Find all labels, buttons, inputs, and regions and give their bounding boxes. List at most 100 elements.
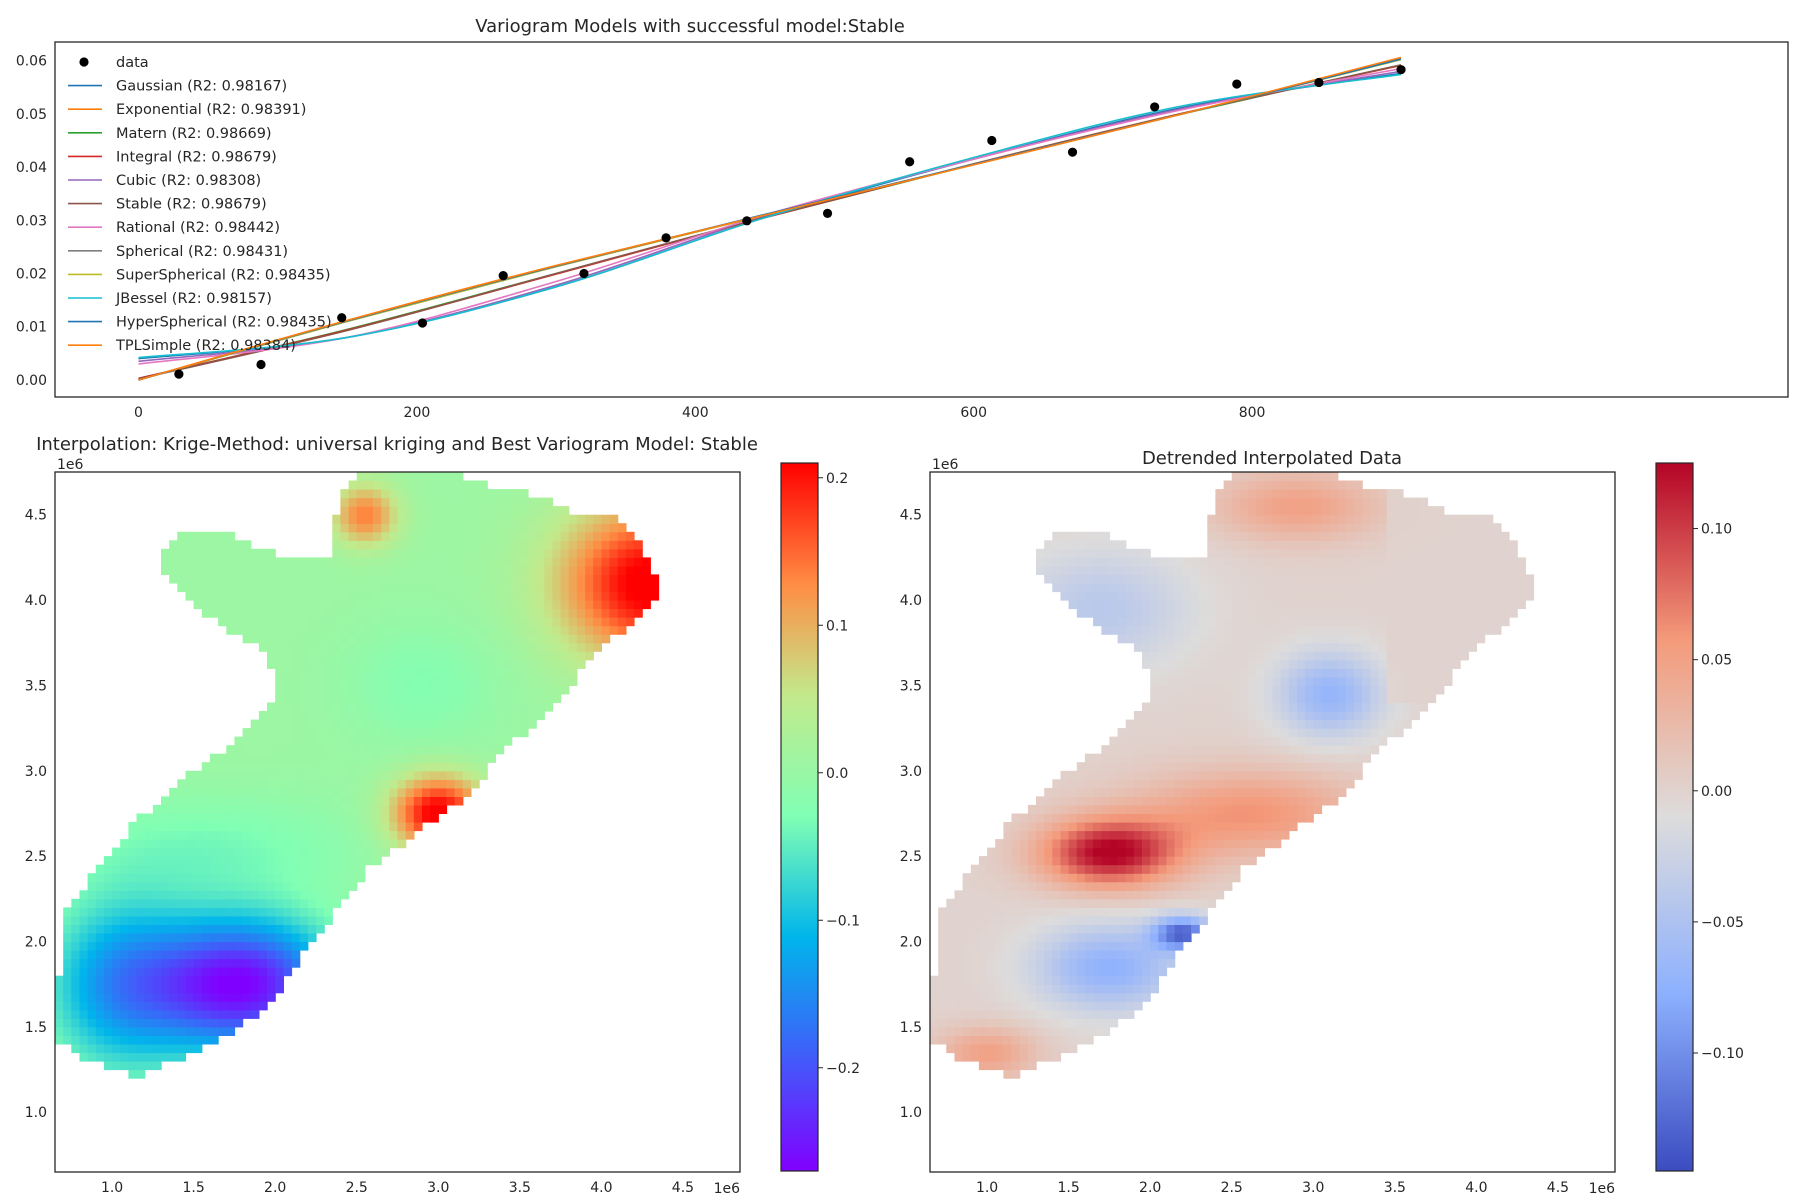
- heatmap-cell: [1117, 1001, 1127, 1011]
- heatmap-cell: [242, 804, 252, 814]
- heatmap-cell: [1362, 600, 1371, 610]
- heatmap-cell: [617, 625, 627, 635]
- heatmap-cell: [1052, 941, 1062, 951]
- heatmap-cell: [1362, 574, 1371, 584]
- heatmap-cell: [1182, 676, 1192, 686]
- heatmap-cell: [1288, 711, 1298, 721]
- heatmap-cell: [55, 984, 64, 994]
- heatmap-cell: [340, 711, 350, 721]
- heatmap-cell: [1297, 736, 1306, 746]
- heatmap-cell: [1297, 711, 1306, 721]
- heatmap-cell: [1264, 804, 1274, 814]
- heatmap-cell: [609, 557, 619, 567]
- heatmap-cell: [1329, 514, 1339, 524]
- heatmap-cell: [1321, 736, 1331, 746]
- heatmap-cell: [430, 625, 439, 635]
- heatmap-cell: [152, 1009, 162, 1019]
- heatmap-cell: [430, 659, 439, 669]
- heatmap-cell: [283, 608, 293, 618]
- heatmap-cell: [226, 958, 236, 968]
- heatmap-cell: [946, 1044, 956, 1054]
- heatmap-cell: [1133, 728, 1143, 738]
- heatmap-cell: [373, 625, 382, 635]
- heatmap-cell: [987, 950, 996, 960]
- heatmap-cell: [283, 890, 293, 900]
- heatmap-cell: [144, 856, 154, 866]
- heatmap-cell: [234, 787, 244, 797]
- heatmap-cell: [954, 1026, 964, 1036]
- heatmap-cell: [1003, 830, 1013, 840]
- heatmap-cell: [258, 898, 268, 908]
- heatmap-cell: [413, 625, 423, 635]
- heatmap-cell: [136, 839, 146, 849]
- heatmap-cell: [1044, 881, 1053, 891]
- heatmap-cell: [1264, 787, 1274, 797]
- heatmap-cell: [1435, 531, 1445, 541]
- heatmap-cell: [1060, 787, 1070, 797]
- heatmap-cell: [332, 557, 342, 567]
- heatmap-cell: [364, 531, 374, 541]
- heatmap-cell: [1370, 728, 1380, 738]
- heatmap-cell: [1060, 915, 1070, 925]
- heatmap-cell: [226, 804, 236, 814]
- heatmap-cell: [1272, 804, 1282, 814]
- heatmap-cell: [1272, 574, 1282, 584]
- heatmap-cell: [87, 898, 97, 908]
- heatmap-cell: [1068, 1035, 1078, 1045]
- heatmap-cell: [332, 804, 342, 814]
- colorbar-tick-label: −0.2: [826, 1061, 860, 1077]
- heatmap-cell: [291, 583, 301, 593]
- heatmap-cell: [462, 694, 472, 704]
- heatmap-cell: [422, 489, 431, 499]
- heatmap-cell: [144, 992, 154, 1002]
- heatmap-cell: [316, 600, 325, 610]
- heatmap-cell: [258, 762, 268, 772]
- heatmap-cell: [1386, 659, 1396, 669]
- heatmap-cell: [1354, 565, 1363, 575]
- heatmap-cell: [511, 574, 521, 584]
- heatmap-cell: [1297, 617, 1306, 627]
- heatmap-cell: [242, 796, 252, 806]
- heatmap-cell: [201, 591, 211, 601]
- heatmap-cell: [250, 864, 260, 874]
- heatmap-cell: [560, 668, 570, 678]
- legend-label: Spherical (R2: 0.98431): [116, 244, 288, 260]
- heatmap-cell: [954, 984, 964, 994]
- heatmap-cell: [356, 711, 366, 721]
- heatmap-cell: [218, 779, 227, 789]
- heatmap-cell: [1239, 557, 1249, 567]
- heatmap-cell: [373, 770, 382, 780]
- heatmap-cell: [234, 1009, 244, 1019]
- heatmap-cell: [128, 1044, 138, 1054]
- heatmap-cell: [364, 625, 374, 635]
- heatmap-cell: [136, 830, 146, 840]
- heatmap-cell: [413, 745, 423, 755]
- heatmap-y-tick-label: 1.5: [25, 1020, 47, 1036]
- heatmap-cell: [1142, 881, 1151, 891]
- heatmap-cell: [1231, 472, 1241, 482]
- heatmap-cell: [1117, 847, 1127, 857]
- heatmap-cell: [1435, 565, 1445, 575]
- heatmap-cell: [1068, 1044, 1078, 1054]
- heatmap-cell: [1150, 881, 1159, 891]
- heatmap-cell: [1443, 540, 1453, 550]
- heatmap-cell: [356, 804, 366, 814]
- heatmap-cell: [128, 1061, 138, 1071]
- heatmap-cell: [242, 924, 252, 934]
- heatmap-cell: [1484, 625, 1494, 635]
- heatmap-cell: [242, 839, 252, 849]
- heatmap-cell: [144, 1009, 154, 1019]
- heatmap-cell: [332, 548, 342, 558]
- heatmap-cell: [291, 830, 301, 840]
- heatmap-cell: [275, 728, 284, 738]
- heatmap-cell: [1166, 694, 1176, 704]
- heatmap-cell: [307, 830, 317, 840]
- heatmap-cell: [479, 497, 488, 507]
- heatmap-cell: [1329, 728, 1339, 738]
- heatmap-cell: [1362, 634, 1371, 644]
- heatmap-cell: [144, 1052, 154, 1062]
- heatmap-cell: [201, 898, 211, 908]
- heatmap-cell: [242, 933, 252, 943]
- heatmap-cell: [462, 668, 472, 678]
- heatmap-cell: [462, 523, 472, 533]
